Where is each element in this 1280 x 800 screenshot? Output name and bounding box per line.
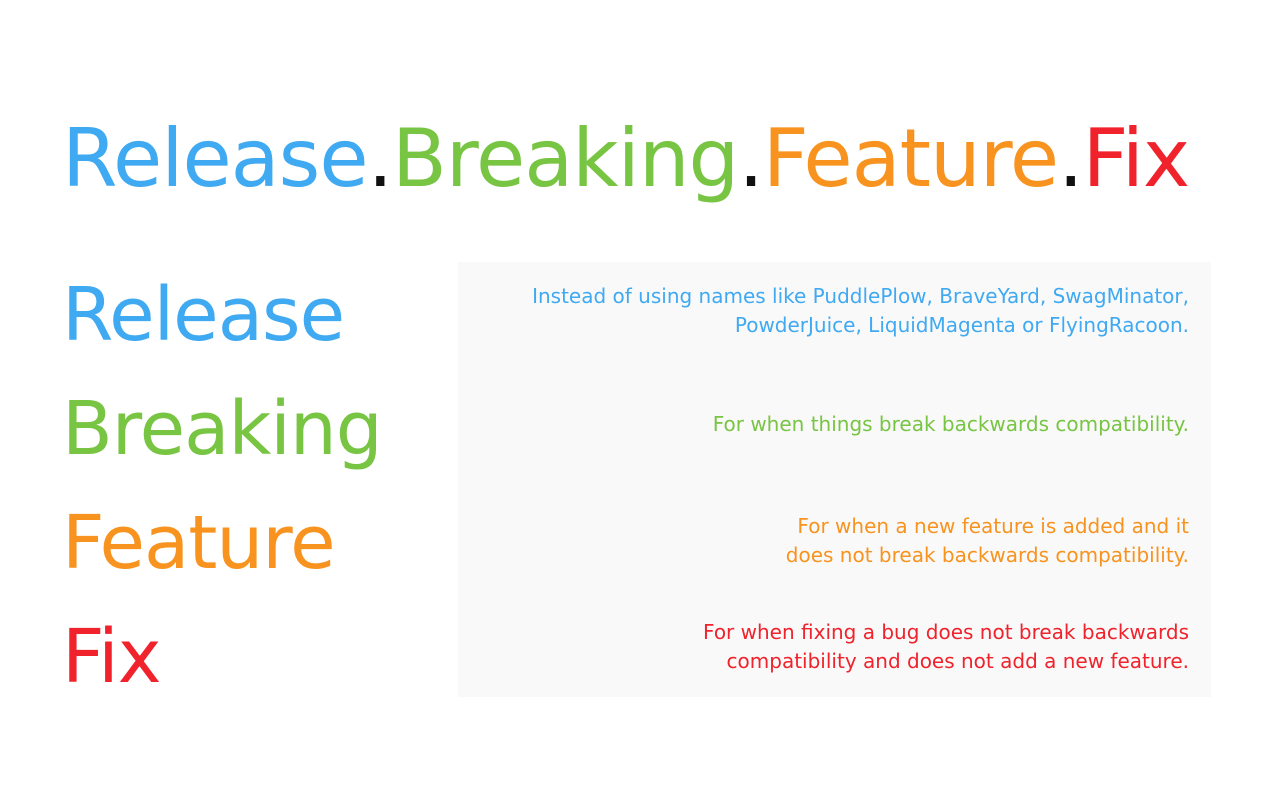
term-list: Release Breaking Feature Fix — [62, 258, 442, 714]
description-feature: For when a new feature is added and it d… — [786, 512, 1189, 570]
term-breaking: Breaking — [62, 386, 383, 472]
description-line: PowderJuice, LiquidMagenta or FlyingRaco… — [734, 313, 1189, 337]
description-release: Instead of using names like PuddlePlow, … — [532, 282, 1189, 340]
description-breaking: For when things break backwards compatib… — [713, 410, 1189, 439]
headline-breaking: Breaking — [392, 112, 739, 205]
version-scheme-headline: Release.Breaking.Feature.Fix — [62, 104, 1222, 214]
description-line: Instead of using names like PuddlePlow, … — [532, 284, 1189, 308]
headline-fix: Fix — [1082, 112, 1191, 205]
headline-release: Release — [62, 112, 369, 205]
headline-feature: Feature — [762, 112, 1059, 205]
term-feature: Feature — [62, 500, 336, 586]
description-panel: Instead of using names like PuddlePlow, … — [458, 262, 1211, 697]
description-line: For when fixing a bug does not break bac… — [703, 620, 1189, 644]
description-line: compatibility and does not add a new fea… — [726, 649, 1189, 673]
headline-dot: . — [1058, 112, 1083, 205]
description-line: For when things break backwards compatib… — [712, 412, 1189, 436]
term-fix: Fix — [62, 614, 162, 700]
term-release: Release — [62, 272, 345, 358]
headline-dot: . — [738, 112, 763, 205]
description-fix: For when fixing a bug does not break bac… — [703, 618, 1189, 676]
description-line: does not break backwards compatibility. — [785, 543, 1189, 567]
headline-dot: . — [367, 112, 393, 205]
description-line: For when a new feature is added and it — [797, 514, 1189, 538]
